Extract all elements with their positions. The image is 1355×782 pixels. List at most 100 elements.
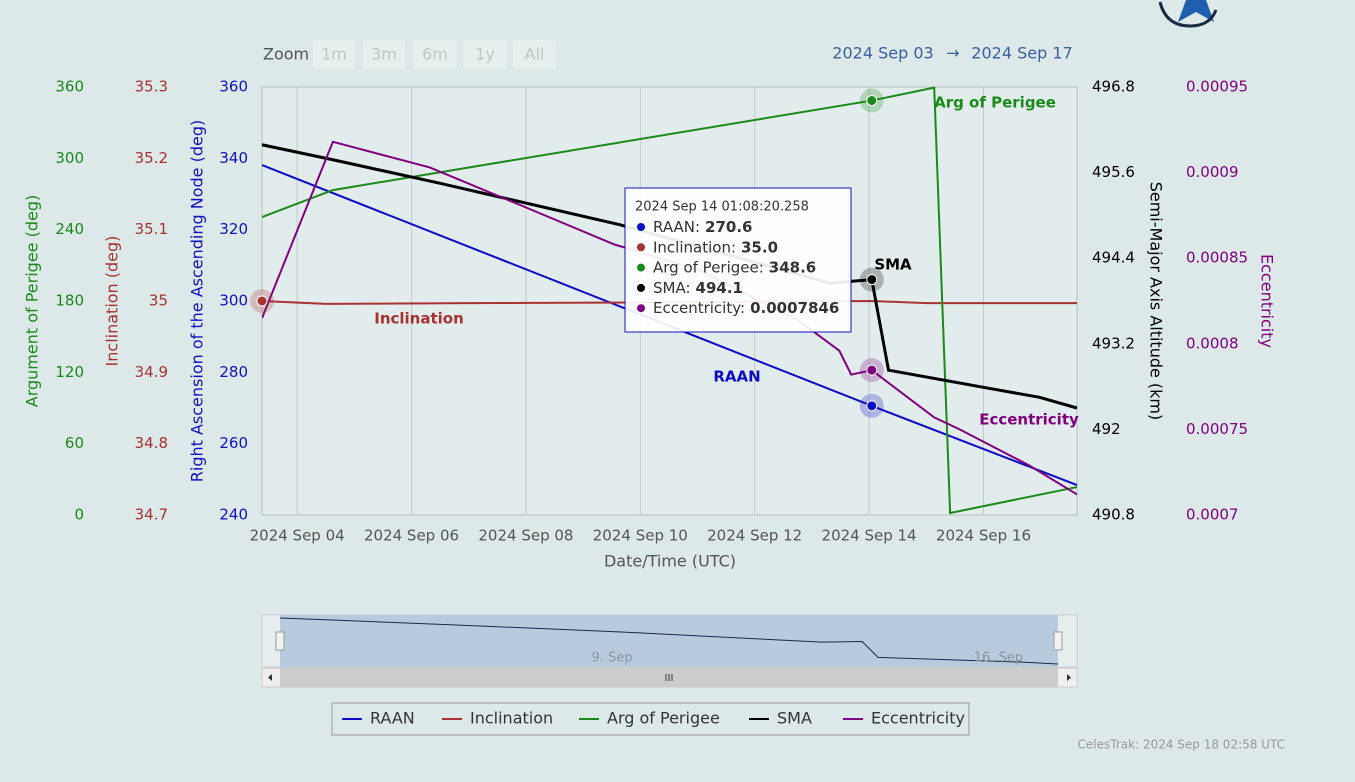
- zoom-button[interactable]: [313, 40, 355, 69]
- y-tick-label: 35.3: [135, 78, 168, 96]
- tooltip-bullet: [637, 223, 645, 231]
- y-tick-label: 0.00075: [1186, 420, 1248, 438]
- hover-marker: [256, 295, 268, 307]
- legend-label[interactable]: Inclination: [470, 709, 553, 728]
- x-tick-label: 2024 Sep 10: [593, 527, 688, 545]
- x-tick-label: 2024 Sep 06: [364, 527, 459, 545]
- tooltip-row-value: 270.6: [705, 218, 752, 236]
- tooltip-row: RAAN: 270.6: [653, 218, 752, 236]
- navigator-selection: [280, 615, 1058, 667]
- tooltip-row-label: Arg of Perigee:: [653, 258, 764, 276]
- y-tick-label: 35.2: [135, 149, 168, 167]
- y-tick-label: 60: [65, 434, 84, 452]
- y-tick-label: 0.0007: [1186, 506, 1239, 524]
- y-tick-label: 240: [219, 506, 248, 524]
- y-axis-title: Inclination (deg): [103, 236, 122, 367]
- navigator-tick-label: 9. Sep: [592, 651, 633, 666]
- zoom-button[interactable]: [463, 40, 507, 69]
- y-axis-title: Argument of Perigee (deg): [23, 195, 42, 408]
- y-tick-label: 0.00085: [1186, 249, 1248, 267]
- tooltip-row: Inclination: 35.0: [653, 238, 778, 256]
- zoom-button-label[interactable]: 1m: [321, 45, 347, 64]
- tooltip-bullet: [637, 263, 645, 272]
- zoom-button-label[interactable]: 3m: [371, 45, 397, 64]
- y-tick-label: 492: [1092, 420, 1121, 438]
- y-tick-label: 35: [149, 292, 168, 310]
- y-tick-label: 490.8: [1092, 506, 1135, 524]
- range-from: 2024 Sep 03: [832, 44, 933, 63]
- range-to: 2024 Sep 17: [971, 44, 1072, 63]
- zoom-button[interactable]: [413, 40, 457, 69]
- tooltip-bullet: [637, 243, 645, 252]
- zoom-button-label[interactable]: 1y: [475, 45, 495, 64]
- series-label: Eccentricity: [979, 411, 1079, 429]
- y-tick-label: 120: [55, 363, 84, 381]
- y-tick-label: 180: [55, 292, 84, 310]
- tooltip-row: SMA: 494.1: [653, 278, 743, 296]
- hover-marker: [866, 364, 878, 376]
- y-tick-label: 260: [219, 434, 248, 452]
- y-tick-label: 320: [219, 220, 248, 238]
- tooltip-row: Arg of Perigee: 348.6: [653, 258, 816, 276]
- hover-marker: [866, 400, 878, 412]
- tooltip-bullet: [637, 304, 645, 313]
- tooltip-row-label: SMA:: [653, 278, 691, 296]
- y-tick-label: 493.2: [1092, 334, 1135, 352]
- scrollbar-grip: [665, 674, 673, 681]
- series-line: [262, 86, 1078, 515]
- legend-label[interactable]: Eccentricity: [871, 709, 965, 728]
- series-label: SMA: [874, 256, 912, 274]
- x-axis-title: Date/Time (UTC): [604, 552, 736, 571]
- y-tick-label: 495.6: [1092, 163, 1135, 181]
- tooltip-row-label: Eccentricity:: [653, 299, 745, 317]
- navigator-handle[interactable]: [275, 631, 285, 651]
- zoom-button[interactable]: [513, 40, 556, 69]
- y-tick-label: 300: [219, 292, 248, 310]
- x-tick-label: 2024 Sep 04: [250, 527, 345, 545]
- legend-label[interactable]: Arg of Perigee: [607, 709, 720, 728]
- navigator-line: [279, 617, 1059, 665]
- legend-label[interactable]: SMA: [777, 709, 812, 728]
- navigator-handle[interactable]: [1053, 631, 1063, 651]
- y-tick-label: 494.4: [1092, 249, 1135, 267]
- x-tick-label: 2024 Sep 14: [822, 527, 917, 545]
- y-tick-label: 280: [219, 363, 248, 381]
- credit: CelesTrak: 2024 Sep 18 02:58 UTC: [1078, 738, 1285, 752]
- tooltip-bullet: [637, 283, 645, 292]
- y-tick-label: 0.0008: [1186, 334, 1239, 352]
- y-axis-title: Semi-Major Axis Altitude (km): [1147, 182, 1166, 421]
- zoom-label: Zoom: [263, 45, 309, 64]
- scrollbar-right-arrow[interactable]: [1067, 674, 1071, 681]
- zoom-button[interactable]: [363, 40, 405, 69]
- zoom-button-label[interactable]: 6m: [422, 45, 448, 64]
- y-tick-label: 496.8: [1092, 78, 1135, 96]
- tooltip-row-value: 348.6: [769, 258, 816, 276]
- x-tick-label: 2024 Sep 08: [478, 527, 573, 545]
- tooltip-row-label: Inclination:: [653, 238, 736, 256]
- scrollbar-left-arrow[interactable]: [268, 674, 272, 681]
- tooltip-box: [624, 187, 852, 333]
- x-tick-label: 2024 Sep 16: [936, 527, 1031, 545]
- hover-marker: [866, 95, 878, 107]
- y-tick-label: 34.9: [135, 363, 168, 381]
- logo: [1178, 0, 1214, 22]
- y-tick-label: 300: [55, 149, 84, 167]
- y-tick-label: 35.1: [135, 220, 168, 238]
- tooltip-row-value: 494.1: [696, 278, 743, 296]
- legend-label[interactable]: RAAN: [370, 709, 415, 728]
- series-label: Inclination: [374, 310, 464, 328]
- hover-marker: [866, 274, 878, 286]
- range-arrow: →: [946, 44, 959, 63]
- y-tick-label: 0: [74, 506, 84, 524]
- y-tick-label: 360: [55, 78, 84, 96]
- tooltip-row-label: RAAN:: [653, 218, 700, 236]
- y-tick-label: 34.8: [135, 434, 168, 452]
- zoom-button-label[interactable]: All: [525, 45, 545, 64]
- y-axis-title: Eccentricity: [1258, 254, 1277, 348]
- tooltip-row: Eccentricity: 0.0007846: [653, 299, 839, 317]
- series-line: [262, 140, 1078, 496]
- y-tick-label: 240: [55, 220, 84, 238]
- y-tick-label: 340: [219, 149, 248, 167]
